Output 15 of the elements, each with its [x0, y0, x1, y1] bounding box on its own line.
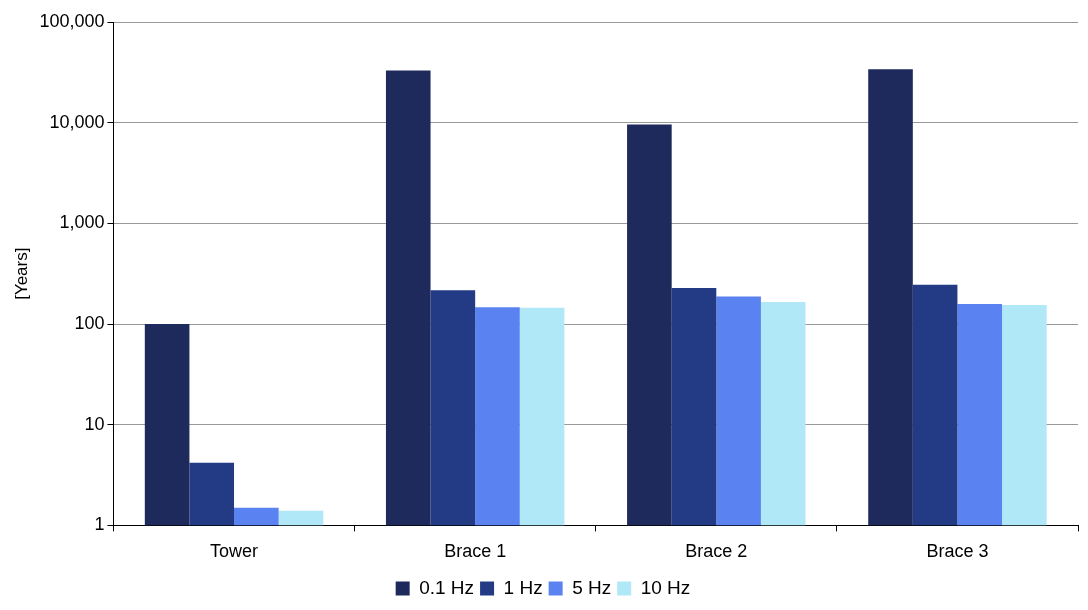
legend-label: 5 Hz	[572, 576, 612, 598]
y-tick-label: 1	[94, 514, 105, 535]
x-tick-label: Brace 3	[926, 541, 989, 562]
x-tick-label: Brace 1	[444, 541, 507, 562]
y-tick-label: 1,000	[59, 212, 105, 233]
legend-label: 10 Hz	[640, 576, 691, 598]
legend-label: 0.1 Hz	[419, 576, 475, 598]
y-tick-label: 10,000	[49, 111, 105, 132]
y-axis-title: [Years]	[11, 247, 31, 300]
x-tick-label: Brace 2	[685, 541, 748, 562]
legend-label: 1 Hz	[503, 576, 543, 598]
y-tick-label: 100,000	[39, 10, 105, 31]
y-tick-label: 100	[74, 313, 105, 334]
x-tick-label: Tower	[210, 541, 259, 562]
y-tick-label: 10	[84, 413, 105, 434]
